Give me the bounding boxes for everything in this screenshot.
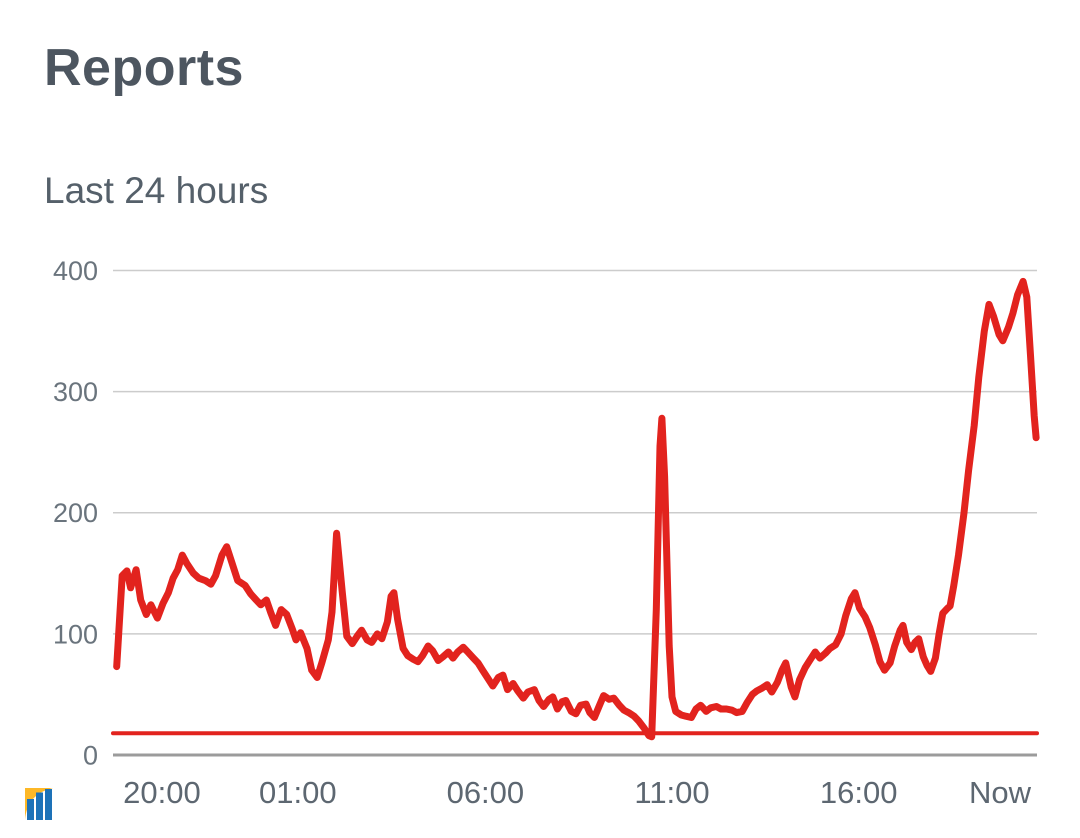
- x-tick-label: 06:00: [447, 775, 525, 810]
- x-tick-label: Now: [969, 775, 1032, 810]
- logo-bar-short: [27, 799, 34, 820]
- logo-bar-tall: [45, 789, 52, 820]
- y-tick-label: 0: [83, 740, 98, 770]
- bar-chart-growth-logo-icon: [25, 788, 53, 820]
- reports-series-line: [113, 277, 1040, 741]
- chart-subtitle: Last 24 hours: [44, 170, 269, 211]
- y-tick-label: 100: [53, 619, 98, 649]
- logo-bar-medium: [36, 792, 43, 820]
- logo-yellow-swoosh: [25, 788, 53, 820]
- y-tick-label: 400: [53, 256, 98, 286]
- x-tick-label: 16:00: [820, 775, 898, 810]
- x-tick-label: 01:00: [259, 775, 337, 810]
- y-tick-label: 200: [53, 498, 98, 528]
- x-tick-label: 11:00: [634, 775, 709, 810]
- page-title: Reports: [44, 39, 244, 97]
- x-tick-label: 20:00: [123, 775, 201, 810]
- y-tick-label: 300: [53, 377, 98, 407]
